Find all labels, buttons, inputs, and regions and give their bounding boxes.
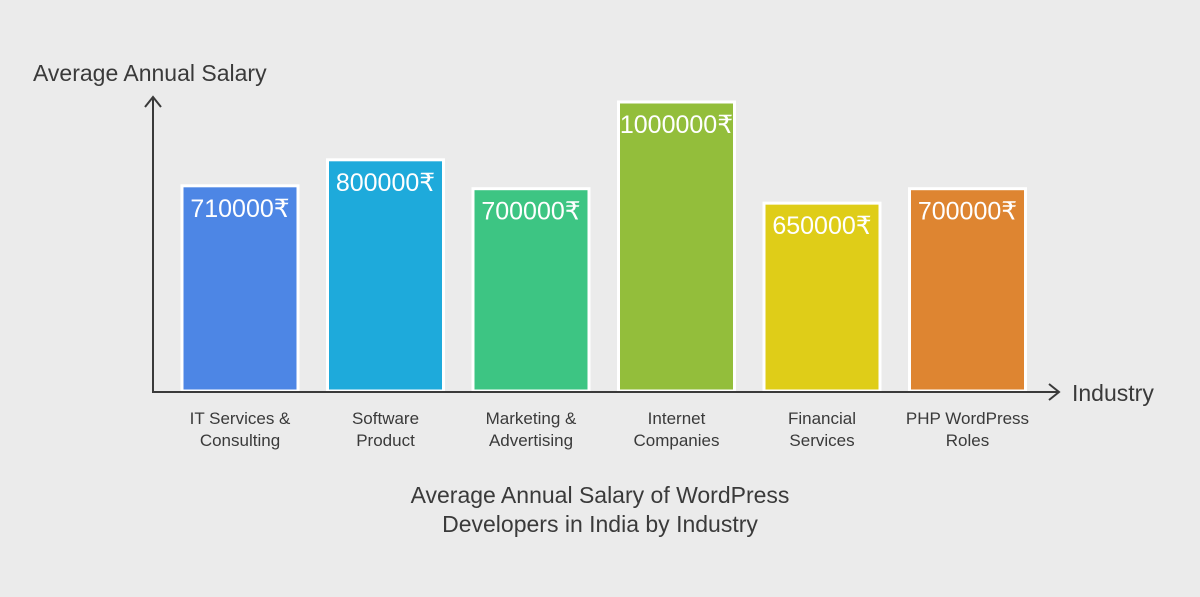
bar-value-label: 800000₹ <box>336 169 435 197</box>
bar-value-label: 700000₹ <box>918 198 1017 226</box>
bar <box>326 158 445 393</box>
bar-value-label: 1000000₹ <box>620 111 733 139</box>
category-label: Financial <box>788 409 856 428</box>
category-label: Internet <box>648 409 706 428</box>
category-label: Roles <box>946 431 989 450</box>
bar <box>180 184 300 393</box>
category-label: Product <box>356 431 415 450</box>
chart-title-line-1: Average Annual Salary of WordPress <box>411 482 790 508</box>
bar-value-label: 700000₹ <box>481 198 580 226</box>
category-label: PHP WordPress <box>906 409 1029 428</box>
category-label: Advertising <box>489 431 573 450</box>
category-label: Companies <box>634 431 720 450</box>
bar <box>471 187 591 393</box>
category-labels-group: IT Services & Consulting Software Product Ma… <box>190 409 1029 450</box>
bar <box>762 201 882 393</box>
category-label: Services <box>789 431 854 450</box>
category-label: IT Services & <box>190 409 291 428</box>
category-label: Software <box>352 409 419 428</box>
bar-value-label: 650000₹ <box>772 212 871 240</box>
y-axis-title: Average Annual Salary <box>33 60 267 86</box>
axes-group: Average Annual Salary Industry <box>33 60 1154 406</box>
bars-group: 710000₹ 800000₹ 700000₹ 1000000₹ 650000₹ 7000… <box>180 100 1027 393</box>
chart-title-line-2: Developers in India by Industry <box>442 511 758 537</box>
y-axis-arrow-icon <box>144 95 162 108</box>
x-axis-arrow-icon <box>1048 383 1061 401</box>
category-label: Consulting <box>200 431 280 450</box>
category-label: Marketing & <box>486 409 577 428</box>
bar-value-label: 710000₹ <box>190 195 289 223</box>
bar <box>617 100 736 393</box>
x-axis-title: Industry <box>1072 380 1154 406</box>
